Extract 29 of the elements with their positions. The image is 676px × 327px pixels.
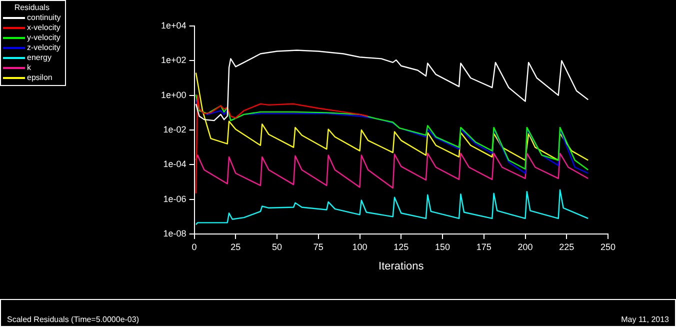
y-tick-label: 1e-02: [163, 124, 186, 134]
y-tick-label: 1e-06: [163, 194, 186, 204]
x-axis-title: Iterations: [378, 260, 424, 272]
legend-label: k: [27, 63, 31, 73]
x-tick-label: 100: [352, 242, 368, 252]
y-tick-label: 1e+04: [160, 20, 186, 30]
text: May 11, 2013: [621, 315, 669, 324]
y-tick-label: 1e-08: [163, 228, 186, 238]
legend-label: z-velocity: [27, 43, 60, 53]
legend-label: epsilon: [27, 73, 52, 83]
y-tick-label: 1e+02: [160, 55, 186, 66]
legend-label: energy: [27, 53, 52, 63]
x-tick-label: 25: [230, 242, 241, 252]
x-tick-label: 150: [434, 242, 450, 252]
legend-label: y-velocity: [27, 33, 60, 43]
legend-label: continuity: [27, 13, 61, 23]
text: Scaled Residuals (Time=5.0000e-03): [7, 315, 139, 324]
x-tick-label: 75: [313, 242, 324, 252]
x-tick-label: 200: [518, 242, 533, 252]
y-tick-label: 1e-04: [163, 159, 186, 170]
x-tick-label: 225: [559, 242, 574, 252]
x-tick-label: 125: [394, 242, 409, 252]
x-tick-label: 250: [600, 242, 616, 252]
legend-label: x-velocity: [27, 23, 60, 33]
y-tick-label: 1e+00: [160, 90, 186, 100]
x-tick-label: 0: [192, 242, 197, 252]
x-tick-label: 175: [476, 242, 492, 252]
legend-title: Residuals: [13, 3, 50, 13]
x-tick-label: 50: [272, 242, 282, 252]
